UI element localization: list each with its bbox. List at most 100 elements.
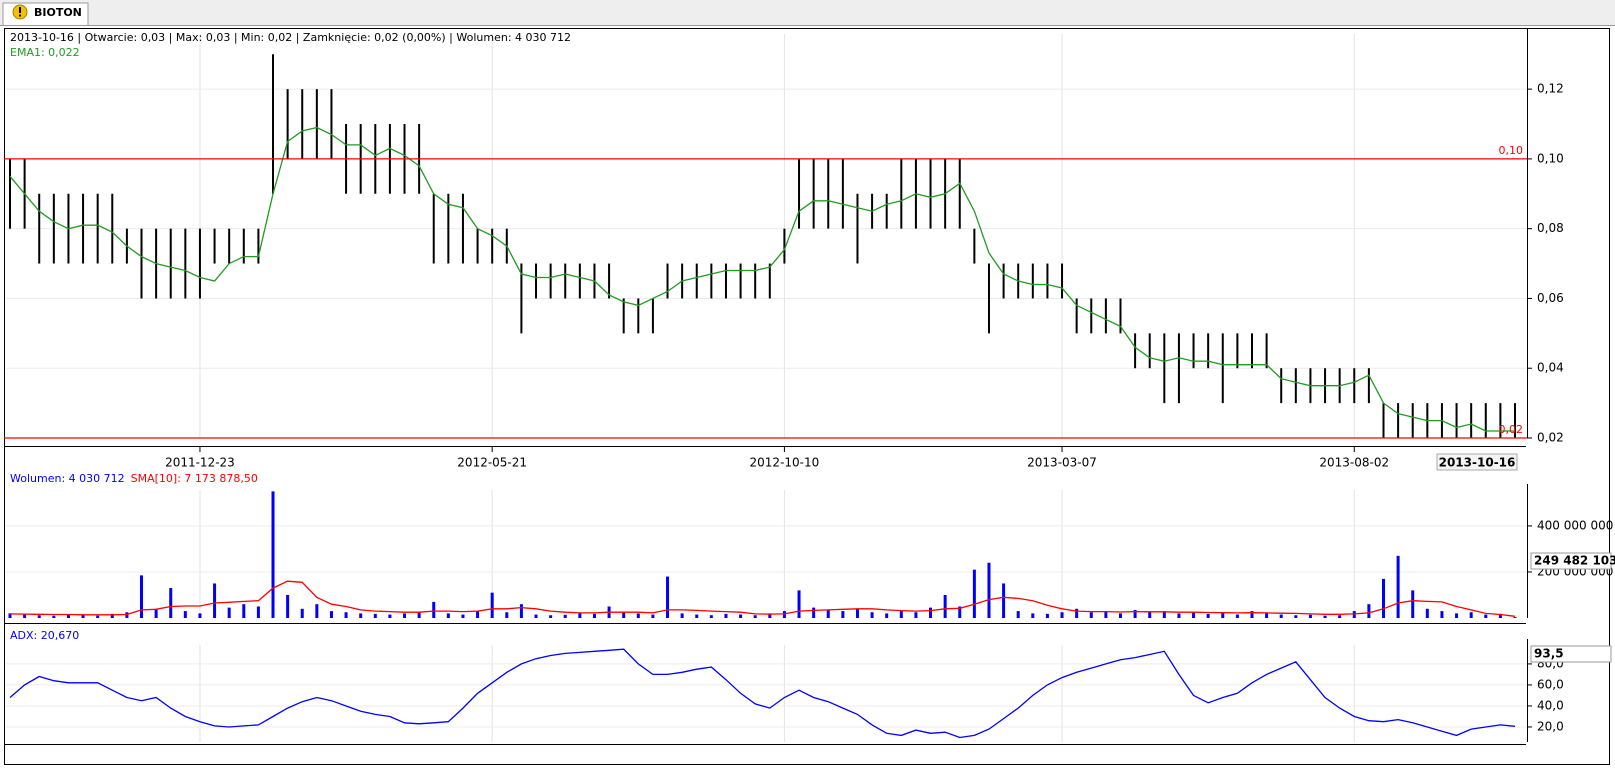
x-tick-label: 2012-05-21 bbox=[457, 456, 527, 470]
volume-bar bbox=[1235, 614, 1239, 618]
volume-bar bbox=[1396, 555, 1400, 618]
indicator-line bbox=[9, 126, 1515, 432]
volume-bar bbox=[1411, 590, 1415, 618]
volume-bar bbox=[1089, 612, 1093, 618]
panel-border bbox=[4, 28, 1610, 765]
level-label: 0,02 bbox=[1499, 423, 1524, 436]
x-tick-label: 2013-03-07 bbox=[1027, 456, 1097, 470]
value-marker-label: 249 482 103 bbox=[1534, 554, 1615, 568]
volume-bar bbox=[841, 611, 845, 618]
current-date-box bbox=[1436, 453, 1518, 471]
volume-bar bbox=[636, 613, 640, 618]
volume-bar bbox=[315, 604, 319, 618]
volume-bar bbox=[1192, 612, 1196, 618]
volume-bar bbox=[1016, 611, 1020, 618]
volume-bar bbox=[1250, 611, 1254, 618]
volume-bar bbox=[1381, 578, 1385, 618]
volume-bar bbox=[870, 612, 874, 618]
volume-bar bbox=[81, 615, 85, 618]
volume-bar bbox=[592, 613, 596, 618]
indicator-line bbox=[9, 648, 1516, 739]
volume-bar bbox=[227, 607, 231, 618]
volume-bar bbox=[1148, 612, 1152, 618]
volume-bar bbox=[899, 611, 903, 618]
volume-bar bbox=[1338, 615, 1342, 618]
volume-bar bbox=[140, 575, 144, 618]
volume-bar bbox=[563, 614, 567, 618]
volume-bar bbox=[1002, 583, 1006, 618]
volume-bar bbox=[461, 614, 465, 618]
volume-bar bbox=[256, 606, 260, 618]
volume-bar bbox=[797, 590, 801, 618]
volume-bar bbox=[1367, 604, 1371, 618]
y-tick-label: 0,02 bbox=[1537, 431, 1564, 445]
volume-bar bbox=[344, 612, 348, 618]
volume-bar bbox=[1118, 613, 1122, 618]
volume-bar bbox=[432, 601, 436, 618]
volume-bar bbox=[914, 612, 918, 618]
volume-bar bbox=[622, 612, 626, 618]
volume-bar bbox=[1279, 614, 1283, 618]
volume-bar bbox=[855, 608, 859, 618]
tab-label: BIOTON bbox=[34, 6, 82, 19]
volume-bar bbox=[826, 609, 830, 618]
volume-bar bbox=[1425, 608, 1429, 618]
volume-bar bbox=[695, 614, 699, 618]
y-tick-label: 0,04 bbox=[1537, 361, 1564, 375]
volume-bar bbox=[943, 594, 947, 618]
volume-bar bbox=[1469, 612, 1473, 618]
volume-bar bbox=[373, 613, 377, 618]
x-tick-label: 2011-12-23 bbox=[165, 456, 235, 470]
volume-bar bbox=[549, 615, 553, 618]
volume-bar bbox=[958, 606, 962, 618]
volume-bar bbox=[403, 613, 407, 618]
volume-bar bbox=[1177, 613, 1181, 618]
volume-bar bbox=[359, 613, 363, 618]
y-tick-label: 60,0 bbox=[1537, 677, 1564, 691]
volume-bar bbox=[271, 491, 275, 618]
y-tick-label: 0,10 bbox=[1537, 151, 1564, 165]
volume-bar bbox=[753, 615, 757, 618]
volume-bar bbox=[37, 615, 41, 618]
y-tick-label: 0,08 bbox=[1537, 221, 1564, 235]
volume-bar bbox=[1075, 608, 1079, 618]
volume-bar bbox=[578, 613, 582, 618]
volume-bar bbox=[96, 615, 100, 618]
volume-bar bbox=[1206, 613, 1210, 618]
indicator-line bbox=[9, 580, 1516, 617]
volume-bar bbox=[110, 613, 114, 618]
volume-bar bbox=[388, 614, 392, 618]
warning-icon-dot bbox=[19, 14, 21, 17]
volume-bar bbox=[519, 604, 523, 618]
volume-bar bbox=[505, 612, 509, 618]
volume-bar bbox=[987, 562, 991, 618]
volume-bar bbox=[213, 583, 217, 618]
volume-bar bbox=[476, 611, 480, 618]
volume-bar bbox=[417, 612, 421, 618]
volume-bar bbox=[1455, 613, 1459, 618]
x-tick-label: 2012-10-10 bbox=[750, 456, 820, 470]
volume-bar bbox=[490, 592, 494, 618]
legend-entry: EMA1: 0,022 bbox=[10, 46, 80, 59]
y-tick-label: 0,06 bbox=[1537, 291, 1564, 305]
volume-bar bbox=[1104, 611, 1108, 618]
volume-bar bbox=[651, 614, 655, 618]
y-tick-label: 0,12 bbox=[1537, 82, 1564, 96]
volume-bar bbox=[739, 614, 743, 618]
volume-bar bbox=[1484, 614, 1488, 618]
chart-title: 2013-10-16 | Otwarcie: 0,03 | Max: 0,03 … bbox=[10, 31, 571, 44]
legend-entry: Wolumen: 4 030 712 bbox=[10, 472, 125, 485]
volume-bar bbox=[1221, 612, 1225, 618]
value-marker-label: 93,5 bbox=[1534, 647, 1564, 661]
y-tick-label: 400 000 000 bbox=[1537, 518, 1613, 532]
warning-icon-mark bbox=[19, 7, 21, 13]
tab[interactable]: BIOTON bbox=[2, 2, 89, 25]
volume-bar bbox=[183, 611, 187, 618]
volume-bar bbox=[709, 615, 713, 618]
x-tick-label: 2013-10-16 bbox=[1439, 456, 1516, 470]
volume-bar bbox=[768, 613, 772, 618]
volume-bar bbox=[446, 613, 450, 618]
volume-bar bbox=[1440, 611, 1444, 618]
